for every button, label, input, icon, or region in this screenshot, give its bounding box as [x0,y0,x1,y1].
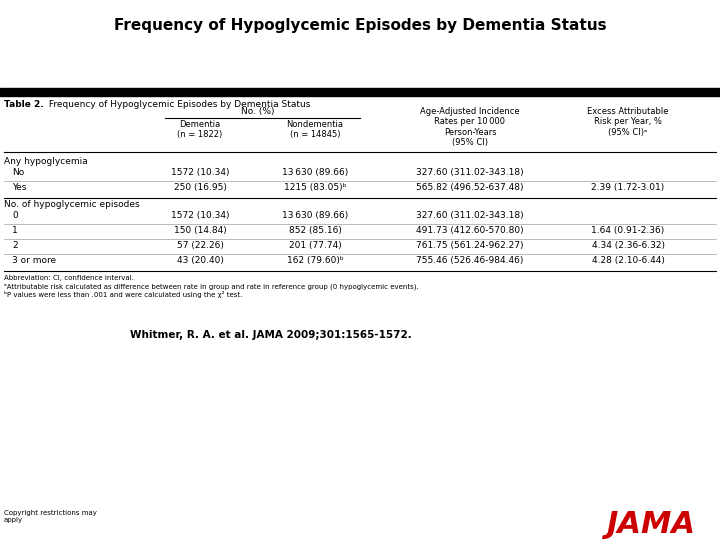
Text: 852 (85.16): 852 (85.16) [289,226,341,235]
Text: 250 (16.95): 250 (16.95) [174,183,226,192]
Text: 162 (79.60)ᵇ: 162 (79.60)ᵇ [287,256,343,265]
Text: Frequency of Hypoglycemic Episodes by Dementia Status: Frequency of Hypoglycemic Episodes by De… [46,100,310,109]
Text: ᵇP values were less than .001 and were calculated using the χ² test.: ᵇP values were less than .001 and were c… [4,291,243,298]
Text: Whitmer, R. A. et al. JAMA 2009;301:1565-1572.: Whitmer, R. A. et al. JAMA 2009;301:1565… [130,330,412,340]
Text: Yes: Yes [12,183,27,192]
Text: 57 (22.26): 57 (22.26) [176,241,223,250]
Text: 1572 (10.34): 1572 (10.34) [171,168,229,177]
Text: 4.28 (2.10-6.44): 4.28 (2.10-6.44) [592,256,665,265]
Text: No: No [12,168,24,177]
Text: Age-Adjusted Incidence
Rates per 10 000
Person-Years
(95% CI): Age-Adjusted Incidence Rates per 10 000 … [420,107,520,147]
Bar [0,88,720,96]
Text: Any hypoglycemia: Any hypoglycemia [4,157,88,166]
Text: 201 (77.74): 201 (77.74) [289,241,341,250]
Text: 491.73 (412.60-570.80): 491.73 (412.60-570.80) [416,226,524,235]
Text: 150 (14.84): 150 (14.84) [174,226,226,235]
Text: 43 (20.40): 43 (20.40) [176,256,223,265]
Text: 13 630 (89.66): 13 630 (89.66) [282,168,348,177]
Text: 3 or more: 3 or more [12,256,56,265]
Text: No. of hypoglycemic episodes: No. of hypoglycemic episodes [4,200,140,209]
Text: ᵃAttributable risk calculated as difference between rate in group and rate in re: ᵃAttributable risk calculated as differe… [4,283,419,289]
Text: Frequency of Hypoglycemic Episodes by Dementia Status: Frequency of Hypoglycemic Episodes by De… [114,18,606,33]
Text: 2: 2 [12,241,17,250]
Text: 755.46 (526.46-984.46): 755.46 (526.46-984.46) [416,256,523,265]
Text: 565.82 (496.52-637.48): 565.82 (496.52-637.48) [416,183,523,192]
Text: 1: 1 [12,226,18,235]
Text: Abbreviation: CI, confidence interval.: Abbreviation: CI, confidence interval. [4,275,134,281]
Text: 1.64 (0.91-2.36): 1.64 (0.91-2.36) [591,226,665,235]
Text: Table 2.: Table 2. [4,100,44,109]
Text: 4.34 (2.36-6.32): 4.34 (2.36-6.32) [592,241,665,250]
Text: 327.60 (311.02-343.18): 327.60 (311.02-343.18) [416,211,524,220]
Text: 1572 (10.34): 1572 (10.34) [171,211,229,220]
Text: 13 630 (89.66): 13 630 (89.66) [282,211,348,220]
Text: Nondementia
(n = 14845): Nondementia (n = 14845) [287,120,343,139]
Text: 327.60 (311.02-343.18): 327.60 (311.02-343.18) [416,168,524,177]
Text: Dementia
(n = 1822): Dementia (n = 1822) [177,120,222,139]
Text: JAMA: JAMA [606,510,695,539]
Text: Excess Attributable
Risk per Year, %
(95% CI)ᵃ: Excess Attributable Risk per Year, % (95… [588,107,669,137]
Text: 761.75 (561.24-962.27): 761.75 (561.24-962.27) [416,241,523,250]
Text: 2.39 (1.72-3.01): 2.39 (1.72-3.01) [591,183,665,192]
Text: 0: 0 [12,211,18,220]
Text: No. (%): No. (%) [240,107,274,116]
Text: 1215 (83.05)ᵇ: 1215 (83.05)ᵇ [284,183,346,192]
Text: Copyright restrictions may
apply: Copyright restrictions may apply [4,510,97,523]
